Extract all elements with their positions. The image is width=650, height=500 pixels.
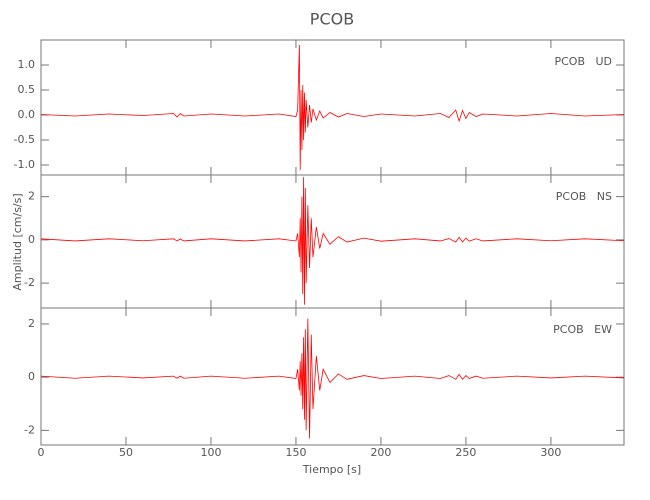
y-tick-label: 0.0 [18,108,36,121]
y-tick-label: 0.5 [18,83,36,96]
waveform [40,44,625,171]
x-tick-label: 150 [285,446,306,459]
x-axis-label: Tiempo [s] [302,463,361,476]
y-tick-label: 2 [28,190,35,203]
y-tick-label: -2 [24,276,35,289]
x-tick-label: 200 [370,446,391,459]
panel-label: PCOB UD [554,55,612,68]
panel-frame [40,307,625,446]
y-tick-label: -0.5 [14,133,35,146]
y-axis-label: Amplitud [cm/s/s] [11,193,24,290]
x-tick-label: 0 [38,446,45,459]
panel-label: PCOB EW [553,323,612,336]
x-tick-label: 50 [119,446,133,459]
panel-label: PCOB NS [556,190,612,203]
x-tick-label: 100 [200,446,221,459]
waveform [40,318,625,439]
y-tick-label: -1.0 [14,158,35,171]
x-tick-label: 300 [540,446,561,459]
y-tick-label: 2 [28,317,35,330]
y-tick-label: 0 [28,233,35,246]
waveform [40,177,625,305]
y-tick-label: -2 [24,423,35,436]
panel-frame [40,39,625,176]
y-tick-label: 0 [28,370,35,383]
y-tick-label: 1.0 [18,58,36,71]
chart-title: PCOB [310,10,354,29]
x-tick-label: 250 [455,446,476,459]
